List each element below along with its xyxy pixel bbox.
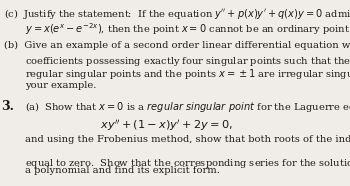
Text: your example.: your example. [25,81,97,90]
Text: (c)  Justify the statement:  If the equation $y'' + p(x)y' + q(x)y = 0$ admits a: (c) Justify the statement: If the equati… [4,7,350,20]
Text: regular singular points and the points $x = \pm 1$ are irregular singular points: regular singular points and the points $… [25,67,350,81]
Text: equal to zero.  Show that the corresponding series for the solution $y = \sum_{n: equal to zero. Show that the correspondi… [25,149,350,180]
Text: $y = x(e^{x} - e^{-2x})$, then the point $x = 0$ cannot be an ordinary point of : $y = x(e^{x} - e^{-2x})$, then the point… [25,21,350,37]
Text: (a)  Show that $x = 0$ is a $\it{regular\ singular\ point}$ for the Laguerre equ: (a) Show that $x = 0$ is a $\it{regular\… [25,100,350,114]
Text: (b)  Give an example of a second order linear differential equation with polynom: (b) Give an example of a second order li… [4,41,350,50]
Text: 3.: 3. [1,100,14,113]
Text: coefficients possessing exactly four singular points such that the points $x = \: coefficients possessing exactly four sin… [25,54,350,68]
Text: a polynomial and find its explicit form.: a polynomial and find its explicit form. [25,166,220,175]
Text: $xy'' + (1 - x)y' + 2y = 0,$: $xy'' + (1 - x)y' + 2y = 0,$ [100,118,233,133]
Text: and using the Frobenius method, show that both roots of the indicial equation ar: and using the Frobenius method, show tha… [25,135,350,144]
